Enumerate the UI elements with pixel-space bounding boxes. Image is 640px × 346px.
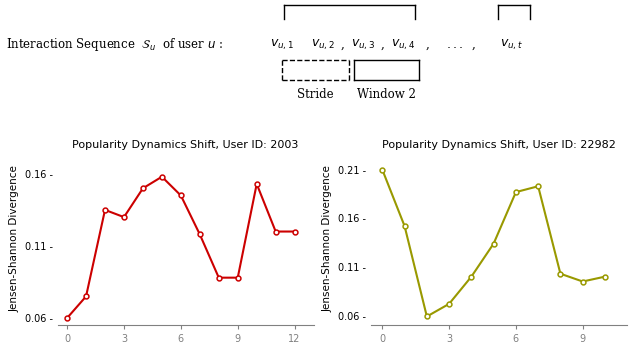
Text: $v_{u,3}$: $v_{u,3}$ bbox=[351, 37, 376, 52]
Text: ,: , bbox=[426, 38, 429, 51]
Text: Window 1: Window 1 bbox=[320, 0, 378, 3]
Text: Stride: Stride bbox=[297, 88, 333, 101]
Text: $v_{u,4}$: $v_{u,4}$ bbox=[391, 37, 415, 52]
Text: $...$: $...$ bbox=[445, 38, 463, 51]
Text: Window 2: Window 2 bbox=[357, 88, 416, 101]
Text: $v_{u,2}$: $v_{u,2}$ bbox=[311, 37, 335, 52]
Text: ,: , bbox=[381, 38, 385, 51]
Text: $v_{u,t}$: $v_{u,t}$ bbox=[500, 37, 524, 52]
Y-axis label: Jensen-Shannon Divergence: Jensen-Shannon Divergence bbox=[9, 165, 19, 312]
Text: ,: , bbox=[472, 38, 476, 51]
Title: Popularity Dynamics Shift, User ID: 22982: Popularity Dynamics Shift, User ID: 2298… bbox=[382, 140, 616, 150]
Text: Interaction Sequence  $\mathcal{S}_u$  of user $u$ :: Interaction Sequence $\mathcal{S}_u$ of … bbox=[6, 36, 223, 53]
Title: Popularity Dynamics Shift, User ID: 2003: Popularity Dynamics Shift, User ID: 2003 bbox=[72, 140, 299, 150]
Text: ,: , bbox=[340, 38, 344, 51]
Y-axis label: Jensen-Shannon Divergence: Jensen-Shannon Divergence bbox=[323, 165, 333, 312]
Text: Window $k$: Window $k$ bbox=[483, 0, 545, 3]
Text: $v_{u,1}$: $v_{u,1}$ bbox=[269, 37, 294, 52]
